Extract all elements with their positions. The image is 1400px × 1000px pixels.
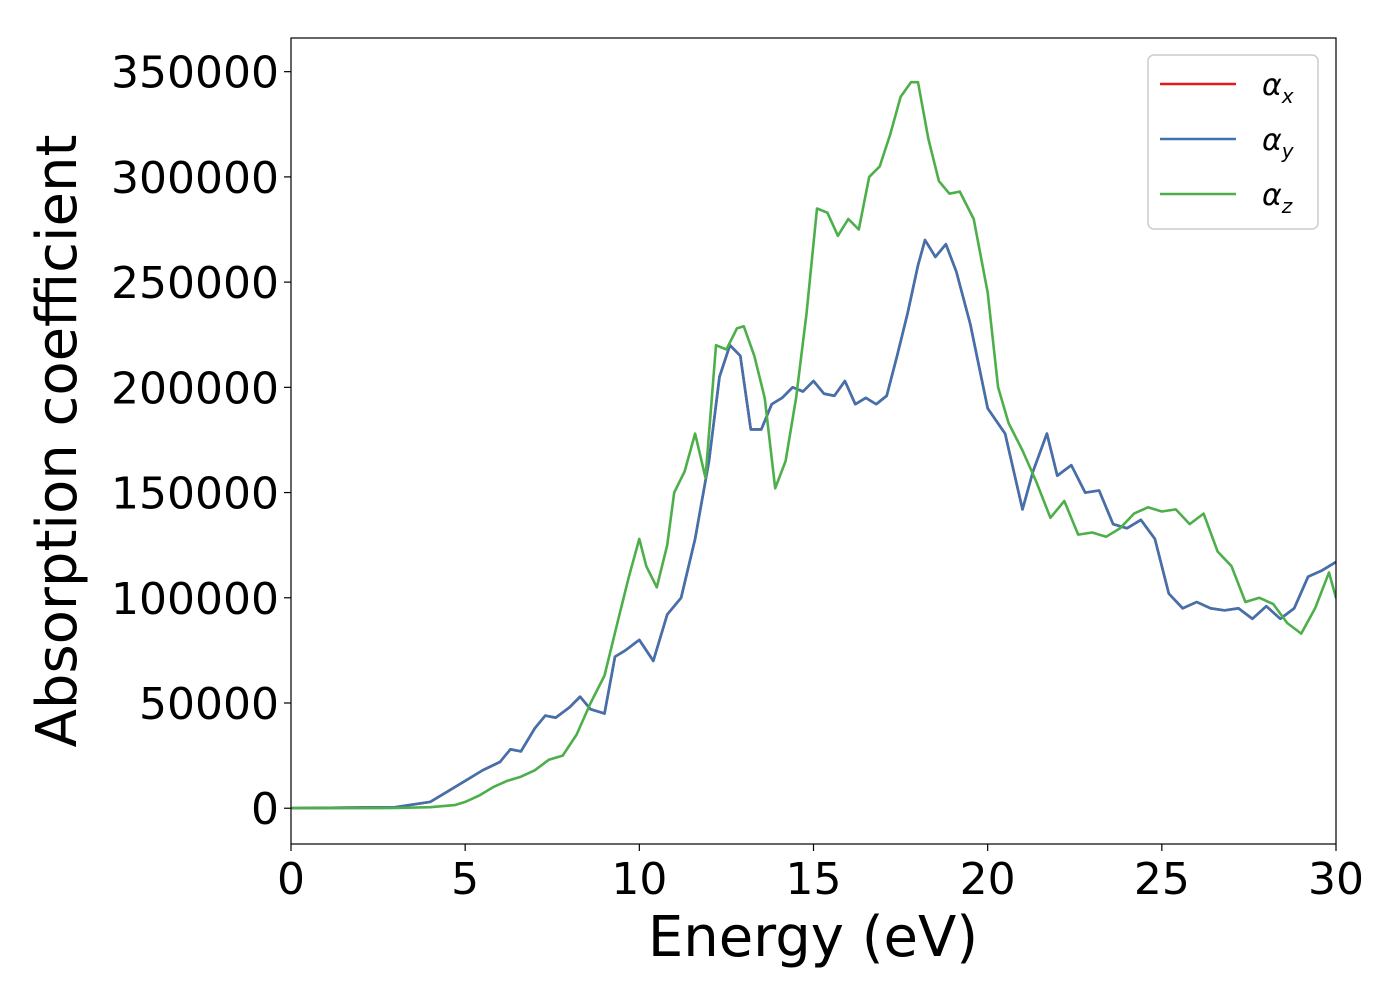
x-tick-label: 20 — [960, 854, 1016, 905]
series-line-y — [291, 238, 1336, 810]
x-tick-label: 15 — [786, 854, 842, 905]
y-tick-label: 100000 — [111, 574, 279, 625]
y-axis-label: Absorption coefficient — [25, 135, 90, 748]
x-tick-label: 10 — [611, 854, 667, 905]
y-tick-label: 0 — [251, 784, 279, 835]
y-tick-label: 350000 — [111, 48, 279, 99]
x-axis-label: Energy (eV) — [648, 905, 978, 970]
series-line-x — [291, 238, 1336, 810]
x-axis: 0 5 10 15 20 25 30 — [277, 844, 1364, 905]
legend-box — [1147, 54, 1319, 230]
x-tick-label: 5 — [451, 854, 479, 905]
series-layer — [291, 80, 1336, 810]
x-tick-label: 30 — [1308, 854, 1364, 905]
x-tick-label: 25 — [1134, 854, 1190, 905]
y-tick-label: 150000 — [111, 469, 279, 520]
series-line-z — [291, 80, 1336, 810]
y-tick-label: 250000 — [111, 258, 279, 309]
y-axis: 0 50000 100000 150000 200000 250000 300000 3500… — [111, 48, 291, 835]
x-tick-label: 0 — [277, 854, 305, 905]
y-tick-label: 300000 — [111, 153, 279, 204]
y-tick-label: 200000 — [111, 363, 279, 414]
y-tick-label: 50000 — [139, 679, 279, 730]
